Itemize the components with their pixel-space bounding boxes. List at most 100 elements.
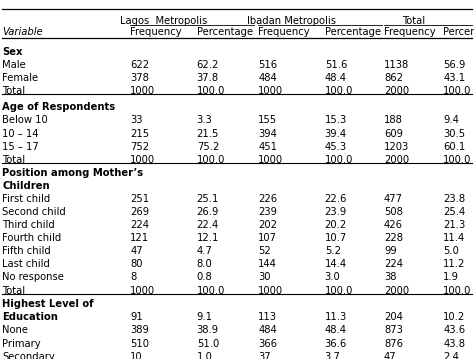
Text: 3.7: 3.7 xyxy=(325,352,340,359)
Text: Percentage: Percentage xyxy=(325,27,381,37)
Text: 22.6: 22.6 xyxy=(325,194,347,204)
Text: Ibadan Metropolis: Ibadan Metropolis xyxy=(247,15,336,25)
Text: Percentage: Percentage xyxy=(443,27,474,37)
Text: 2000: 2000 xyxy=(384,285,409,295)
Text: 1000: 1000 xyxy=(130,86,155,96)
Text: 11.2: 11.2 xyxy=(443,259,465,269)
Text: 100.0: 100.0 xyxy=(325,86,353,96)
Text: 37.8: 37.8 xyxy=(197,73,219,83)
Text: Variable: Variable xyxy=(2,27,43,37)
Text: 484: 484 xyxy=(258,326,277,335)
Text: 33: 33 xyxy=(130,115,143,125)
Text: 609: 609 xyxy=(384,129,403,139)
Text: 188: 188 xyxy=(384,115,403,125)
Text: 9.4: 9.4 xyxy=(443,115,459,125)
Text: 37: 37 xyxy=(258,352,271,359)
Text: Sex: Sex xyxy=(2,47,23,57)
Text: Last child: Last child xyxy=(2,259,50,269)
Text: 215: 215 xyxy=(130,129,149,139)
Text: Total: Total xyxy=(402,15,425,25)
Text: No response: No response xyxy=(2,272,64,283)
Text: 21.3: 21.3 xyxy=(443,220,465,230)
Text: 1.9: 1.9 xyxy=(443,272,459,283)
Text: 39.4: 39.4 xyxy=(325,129,347,139)
Text: 10 – 14: 10 – 14 xyxy=(2,129,39,139)
Text: Frequency: Frequency xyxy=(258,27,310,37)
Text: 36.6: 36.6 xyxy=(325,339,347,349)
Text: 155: 155 xyxy=(258,115,277,125)
Text: 100.0: 100.0 xyxy=(443,155,472,165)
Text: 60.1: 60.1 xyxy=(443,142,465,151)
Text: 224: 224 xyxy=(130,220,149,230)
Text: 48.4: 48.4 xyxy=(325,326,346,335)
Text: 752: 752 xyxy=(130,142,149,151)
Text: 38.9: 38.9 xyxy=(197,326,219,335)
Text: 0.8: 0.8 xyxy=(197,272,212,283)
Text: 38: 38 xyxy=(384,272,396,283)
Text: First child: First child xyxy=(2,194,51,204)
Text: 394: 394 xyxy=(258,129,277,139)
Text: 11.3: 11.3 xyxy=(325,312,347,322)
Text: 484: 484 xyxy=(258,73,277,83)
Text: 5.0: 5.0 xyxy=(443,246,459,256)
Text: 14.4: 14.4 xyxy=(325,259,347,269)
Text: 2.4: 2.4 xyxy=(443,352,459,359)
Text: 100.0: 100.0 xyxy=(325,155,353,165)
Text: 23.8: 23.8 xyxy=(443,194,465,204)
Text: 25.4: 25.4 xyxy=(443,207,465,217)
Text: Total: Total xyxy=(2,285,26,295)
Text: 20.2: 20.2 xyxy=(325,220,347,230)
Text: 8: 8 xyxy=(130,272,137,283)
Text: 48.4: 48.4 xyxy=(325,73,346,83)
Text: 23.9: 23.9 xyxy=(325,207,347,217)
Text: Total: Total xyxy=(2,155,26,165)
Text: 5.2: 5.2 xyxy=(325,246,341,256)
Text: Frequency: Frequency xyxy=(130,27,182,37)
Text: Third child: Third child xyxy=(2,220,55,230)
Text: 12.1: 12.1 xyxy=(197,233,219,243)
Text: 11.4: 11.4 xyxy=(443,233,465,243)
Text: 144: 144 xyxy=(258,259,277,269)
Text: 426: 426 xyxy=(384,220,403,230)
Text: 100.0: 100.0 xyxy=(197,86,225,96)
Text: 30.5: 30.5 xyxy=(443,129,465,139)
Text: Male: Male xyxy=(2,60,26,70)
Text: 202: 202 xyxy=(258,220,277,230)
Text: 100.0: 100.0 xyxy=(197,285,225,295)
Text: 1000: 1000 xyxy=(258,285,283,295)
Text: 477: 477 xyxy=(384,194,403,204)
Text: Secondary: Secondary xyxy=(2,352,55,359)
Text: 8.0: 8.0 xyxy=(197,259,212,269)
Text: 873: 873 xyxy=(384,326,403,335)
Text: 43.6: 43.6 xyxy=(443,326,465,335)
Text: Below 10: Below 10 xyxy=(2,115,48,125)
Text: 30: 30 xyxy=(258,272,271,283)
Text: 15.3: 15.3 xyxy=(325,115,347,125)
Text: 113: 113 xyxy=(258,312,277,322)
Text: Female: Female xyxy=(2,73,38,83)
Text: 100.0: 100.0 xyxy=(443,285,472,295)
Text: 1000: 1000 xyxy=(258,86,283,96)
Text: 107: 107 xyxy=(258,233,277,243)
Text: 47: 47 xyxy=(130,246,143,256)
Text: 21.5: 21.5 xyxy=(197,129,219,139)
Text: 269: 269 xyxy=(130,207,149,217)
Text: 45.3: 45.3 xyxy=(325,142,347,151)
Text: 80: 80 xyxy=(130,259,143,269)
Text: 22.4: 22.4 xyxy=(197,220,219,230)
Text: Primary: Primary xyxy=(2,339,41,349)
Text: 10.7: 10.7 xyxy=(325,233,347,243)
Text: 2000: 2000 xyxy=(384,155,409,165)
Text: 15 – 17: 15 – 17 xyxy=(2,142,39,151)
Text: Position among Mother’s: Position among Mother’s xyxy=(2,168,144,178)
Text: 10.2: 10.2 xyxy=(443,312,465,322)
Text: None: None xyxy=(2,326,28,335)
Text: Fourth child: Fourth child xyxy=(2,233,62,243)
Text: 510: 510 xyxy=(130,339,149,349)
Text: 251: 251 xyxy=(130,194,149,204)
Text: 91: 91 xyxy=(130,312,143,322)
Text: Children: Children xyxy=(2,181,50,191)
Text: Total: Total xyxy=(2,86,26,96)
Text: 226: 226 xyxy=(258,194,277,204)
Text: 228: 228 xyxy=(384,233,403,243)
